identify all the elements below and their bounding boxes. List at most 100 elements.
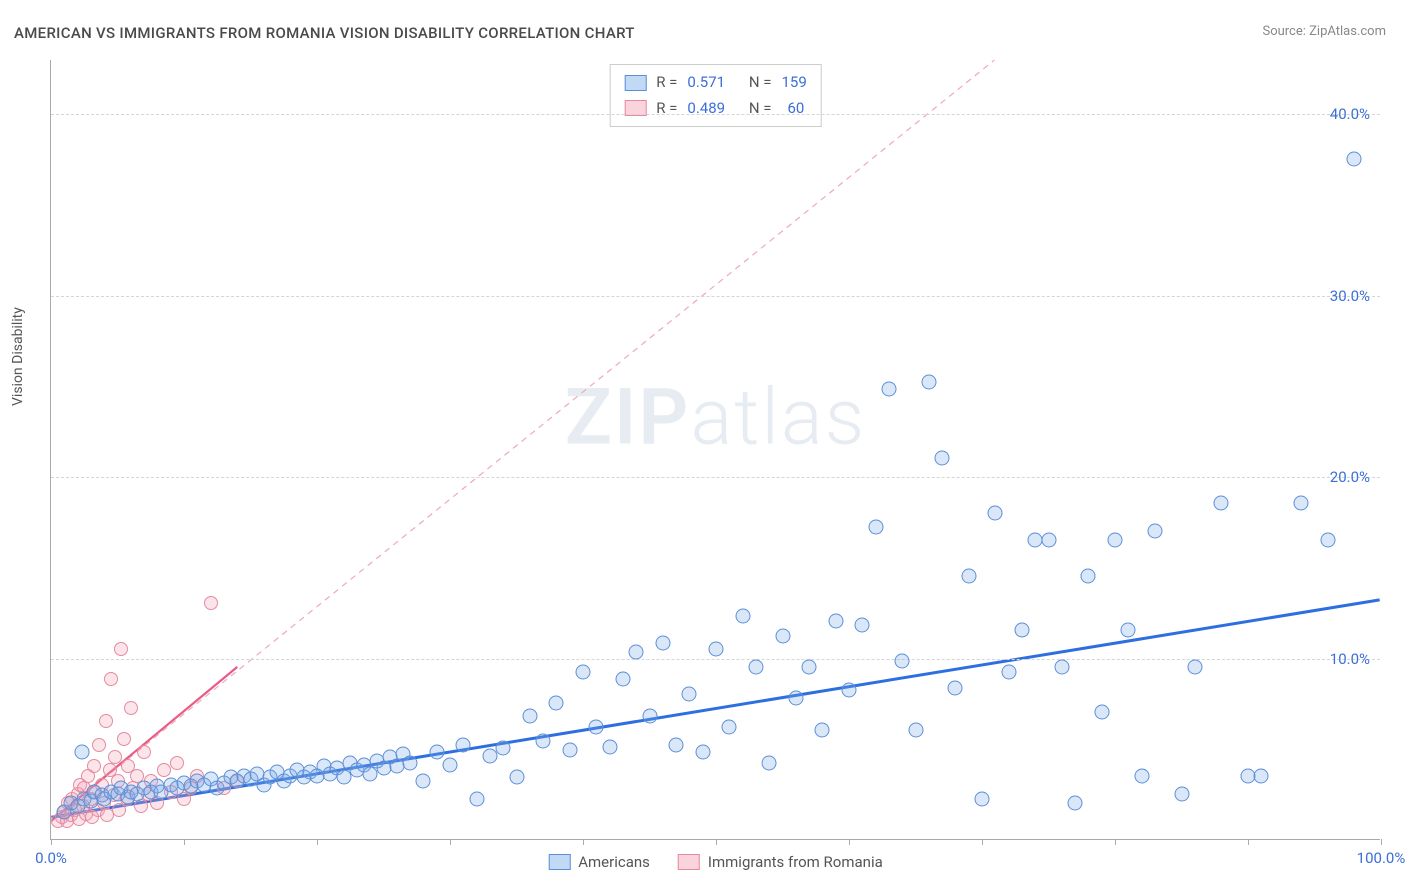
- legend-r-value: 0.489: [687, 96, 725, 122]
- point-romania: [87, 759, 101, 773]
- x-tick: [1248, 839, 1249, 845]
- point-american: [655, 636, 670, 651]
- point-american: [868, 520, 883, 535]
- point-american: [935, 451, 950, 466]
- point-american: [1187, 659, 1202, 674]
- point-american: [629, 645, 644, 660]
- point-american: [948, 681, 963, 696]
- point-american: [1068, 795, 1083, 810]
- legend-n-value: 159: [781, 70, 806, 96]
- legend-item: Immigrants from Romania: [678, 853, 883, 871]
- gridline: [51, 477, 1380, 478]
- point-american: [682, 686, 697, 701]
- point-american: [562, 743, 577, 758]
- gridline: [51, 296, 1380, 297]
- point-american: [615, 672, 630, 687]
- point-american: [1254, 768, 1269, 783]
- point-romania: [114, 642, 128, 656]
- point-american: [815, 723, 830, 738]
- point-american: [855, 617, 870, 632]
- legend-row: R = 0.489 N = 60: [624, 96, 807, 122]
- point-american: [921, 374, 936, 389]
- scatter-plot: ZIPatlas R = 0.571 N = 159 R = 0.489 N =…: [50, 60, 1380, 840]
- point-american: [456, 737, 471, 752]
- point-american: [1320, 532, 1335, 547]
- point-american: [1041, 532, 1056, 547]
- point-romania: [137, 745, 151, 759]
- legend-label: Immigrants from Romania: [708, 853, 883, 871]
- gridline: [51, 114, 1380, 115]
- point-american: [802, 659, 817, 674]
- series-legend: Americans Immigrants from Romania: [548, 853, 883, 871]
- point-american: [722, 719, 737, 734]
- point-romania: [99, 714, 113, 728]
- x-tick: [583, 839, 584, 845]
- legend-n-label: N =: [749, 70, 772, 96]
- x-tick: [317, 839, 318, 845]
- point-american: [589, 719, 604, 734]
- point-american: [522, 708, 537, 723]
- point-american: [1054, 659, 1069, 674]
- point-american: [1001, 665, 1016, 680]
- point-american: [988, 505, 1003, 520]
- x-tick: [1381, 839, 1382, 845]
- correlation-legend: R = 0.571 N = 159 R = 0.489 N = 60: [609, 64, 822, 127]
- point-american: [1174, 786, 1189, 801]
- point-romania: [108, 750, 122, 764]
- point-american: [1121, 623, 1136, 638]
- point-american: [695, 744, 710, 759]
- point-american: [1294, 496, 1309, 511]
- point-american: [669, 737, 684, 752]
- point-american: [1214, 496, 1229, 511]
- x-tick-label: 0.0%: [35, 849, 67, 867]
- point-american: [536, 734, 551, 749]
- x-tick: [184, 839, 185, 845]
- legend-label: Americans: [578, 853, 650, 871]
- point-romania: [170, 756, 184, 770]
- point-american: [735, 608, 750, 623]
- legend-swatch-blue: [548, 854, 570, 870]
- y-tick-label: 20.0%: [1330, 468, 1370, 486]
- point-romania: [124, 701, 138, 715]
- point-american: [496, 741, 511, 756]
- point-romania: [92, 738, 106, 752]
- legend-r-label: R =: [656, 96, 677, 122]
- x-tick: [1115, 839, 1116, 845]
- point-romania: [157, 763, 171, 777]
- watermark: ZIPatlas: [565, 373, 866, 464]
- point-romania: [134, 799, 148, 813]
- gridline: [51, 659, 1380, 660]
- point-american: [709, 641, 724, 656]
- point-american: [1147, 523, 1162, 538]
- legend-r-label: R =: [656, 70, 677, 96]
- point-american: [1347, 151, 1362, 166]
- point-american: [1014, 623, 1029, 638]
- point-american: [975, 792, 990, 807]
- x-tick: [716, 839, 717, 845]
- point-american: [1081, 568, 1096, 583]
- point-american: [908, 723, 923, 738]
- point-american: [1134, 768, 1149, 783]
- chart-title: AMERICAN VS IMMIGRANTS FROM ROMANIA VISI…: [14, 24, 635, 42]
- legend-swatch-pink: [678, 854, 700, 870]
- y-tick-label: 10.0%: [1330, 650, 1370, 668]
- point-romania: [104, 672, 118, 686]
- point-american: [762, 755, 777, 770]
- x-tick: [982, 839, 983, 845]
- y-tick-label: 40.0%: [1330, 105, 1370, 123]
- point-american: [828, 614, 843, 629]
- point-american: [549, 695, 564, 710]
- point-american: [842, 683, 857, 698]
- point-romania: [204, 596, 218, 610]
- legend-n-value: 60: [781, 96, 804, 122]
- y-tick-label: 30.0%: [1330, 287, 1370, 305]
- point-american: [469, 792, 484, 807]
- point-american: [429, 744, 444, 759]
- point-american: [416, 773, 431, 788]
- legend-item: Americans: [548, 853, 650, 871]
- point-american: [443, 757, 458, 772]
- point-american: [1094, 705, 1109, 720]
- point-american: [775, 628, 790, 643]
- x-tick: [450, 839, 451, 845]
- point-american: [602, 739, 617, 754]
